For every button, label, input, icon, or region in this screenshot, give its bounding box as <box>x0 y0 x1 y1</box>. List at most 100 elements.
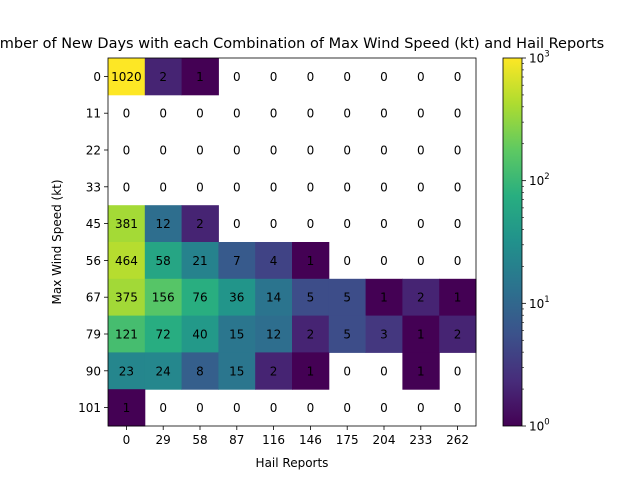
cell-value-label: 0 <box>417 70 425 84</box>
cell-value-label: 21 <box>192 254 207 268</box>
cell-value-label: 3 <box>380 328 388 342</box>
cell-value-label: 0 <box>454 180 462 194</box>
x-tick-label: 146 <box>299 433 322 447</box>
cell-value-label: 0 <box>343 107 351 121</box>
heatmap-cell <box>255 352 293 390</box>
cell-value-label: 0 <box>233 107 241 121</box>
cell-value-label: 0 <box>233 401 241 415</box>
heatmap-cell <box>292 278 330 317</box>
heatmap-cell <box>108 242 146 280</box>
cell-value-label: 15 <box>229 328 244 342</box>
cell-value-label: 0 <box>380 217 388 231</box>
cell-value-label: 0 <box>307 217 315 231</box>
heatmap-cell <box>144 315 183 353</box>
cell-value-label: 0 <box>380 364 388 378</box>
cell-value-label: 0 <box>454 364 462 378</box>
y-tick-label: 79 <box>86 328 101 342</box>
cell-value-label: 0 <box>343 364 351 378</box>
cell-value-label: 0 <box>380 401 388 415</box>
y-tick-label: 33 <box>86 180 101 194</box>
cell-value-labels: 1020 2 1 0 0 0 0 0 0 00 0 0 0 0 0 0 0 0 00 0 0 0 0 0 0 0 0 00 0 0 0 0 0 0… <box>111 70 461 415</box>
heatmap-cell <box>218 352 256 390</box>
cell-value-label: 8 <box>196 364 204 378</box>
cell-value-label: 0 <box>454 70 462 84</box>
cell-value-label: 0 <box>123 107 131 121</box>
cell-value-label: 0 <box>270 144 278 158</box>
colorbar-tick-label: 101 <box>529 295 550 311</box>
cell-value-label: 0 <box>196 107 204 121</box>
cell-value-label: 0 <box>270 180 278 194</box>
cell-value-label: 0 <box>417 107 425 121</box>
y-tick-label: 22 <box>86 144 101 158</box>
cell-value-label: 0 <box>196 401 204 415</box>
cell-value-label: 1 <box>196 70 204 84</box>
x-axis-ticks: 0 29 58 87 116 146 175 204 233 262 <box>123 426 469 447</box>
y-tick-label: 11 <box>86 107 101 121</box>
cell-value-label: 0 <box>454 107 462 121</box>
cell-value-label: 36 <box>229 291 244 305</box>
cell-value-label: 14 <box>266 291 281 305</box>
heatmap-cell <box>181 205 219 243</box>
x-tick-label: 116 <box>262 433 285 447</box>
cell-value-label: 0 <box>417 217 425 231</box>
cell-value-label: 464 <box>115 254 138 268</box>
heatmap-cell <box>181 58 219 96</box>
cell-value-label: 0 <box>454 401 462 415</box>
x-tick-label: 0 <box>123 433 131 447</box>
cell-value-label: 0 <box>454 254 462 268</box>
x-tick-label: 175 <box>336 433 359 447</box>
cell-value-label: 0 <box>233 70 241 84</box>
heatmap-cell <box>365 315 403 353</box>
heatmap-cells <box>108 58 477 427</box>
cell-value-label: 12 <box>156 217 171 231</box>
cell-value-label: 0 <box>233 144 241 158</box>
heatmap-cell <box>108 389 146 427</box>
x-tick-label: 87 <box>229 433 244 447</box>
cell-value-label: 0 <box>380 180 388 194</box>
cell-value-label: 2 <box>307 328 315 342</box>
heatmap-cell <box>181 242 219 280</box>
cell-value-label: 0 <box>270 107 278 121</box>
y-tick-label: 67 <box>86 291 101 305</box>
colorbar <box>502 57 523 427</box>
x-axis-label: Hail Reports <box>256 456 329 470</box>
cell-value-label: 0 <box>417 144 425 158</box>
cell-value-label: 24 <box>156 364 171 378</box>
cell-value-label: 0 <box>343 180 351 194</box>
y-axis-label: Max Wind Speed (kt) <box>50 179 64 304</box>
cell-value-label: 0 <box>307 401 315 415</box>
cell-value-label: 0 <box>380 144 388 158</box>
heatmap-cell <box>439 278 477 317</box>
cell-value-label: 0 <box>343 70 351 84</box>
cell-value-label: 1 <box>417 364 425 378</box>
y-tick-label: 45 <box>86 217 101 231</box>
cell-value-label: 1 <box>380 291 388 305</box>
cell-value-label: 1 <box>307 364 315 378</box>
cell-value-label: 0 <box>159 107 167 121</box>
cell-value-label: 15 <box>229 364 244 378</box>
x-tick-label: 262 <box>446 433 469 447</box>
cell-value-label: 1 <box>307 254 315 268</box>
cell-value-label: 0 <box>123 144 131 158</box>
colorbar-tick-label: 102 <box>529 172 550 188</box>
cell-value-label: 0 <box>343 254 351 268</box>
cell-value-label: 76 <box>192 291 207 305</box>
y-tick-label: 101 <box>78 401 101 415</box>
cell-value-label: 0 <box>270 70 278 84</box>
cell-value-label: 1 <box>123 401 131 415</box>
x-tick-label: 204 <box>373 433 396 447</box>
colorbar-tick-label: 103 <box>529 50 550 66</box>
cell-value-label: 40 <box>192 328 207 342</box>
cell-value-label: 0 <box>233 180 241 194</box>
cell-value-label: 2 <box>417 291 425 305</box>
cell-value-label: 1 <box>454 291 462 305</box>
cell-value-label: 2 <box>196 217 204 231</box>
cell-value-label: 0 <box>123 180 131 194</box>
heatmap-cell <box>439 315 477 353</box>
cell-value-label: 0 <box>196 144 204 158</box>
cell-value-label: 2 <box>454 328 462 342</box>
heatmap-cell <box>255 278 293 317</box>
heatmap-cell <box>108 315 146 353</box>
heatmap-cell <box>144 205 183 243</box>
